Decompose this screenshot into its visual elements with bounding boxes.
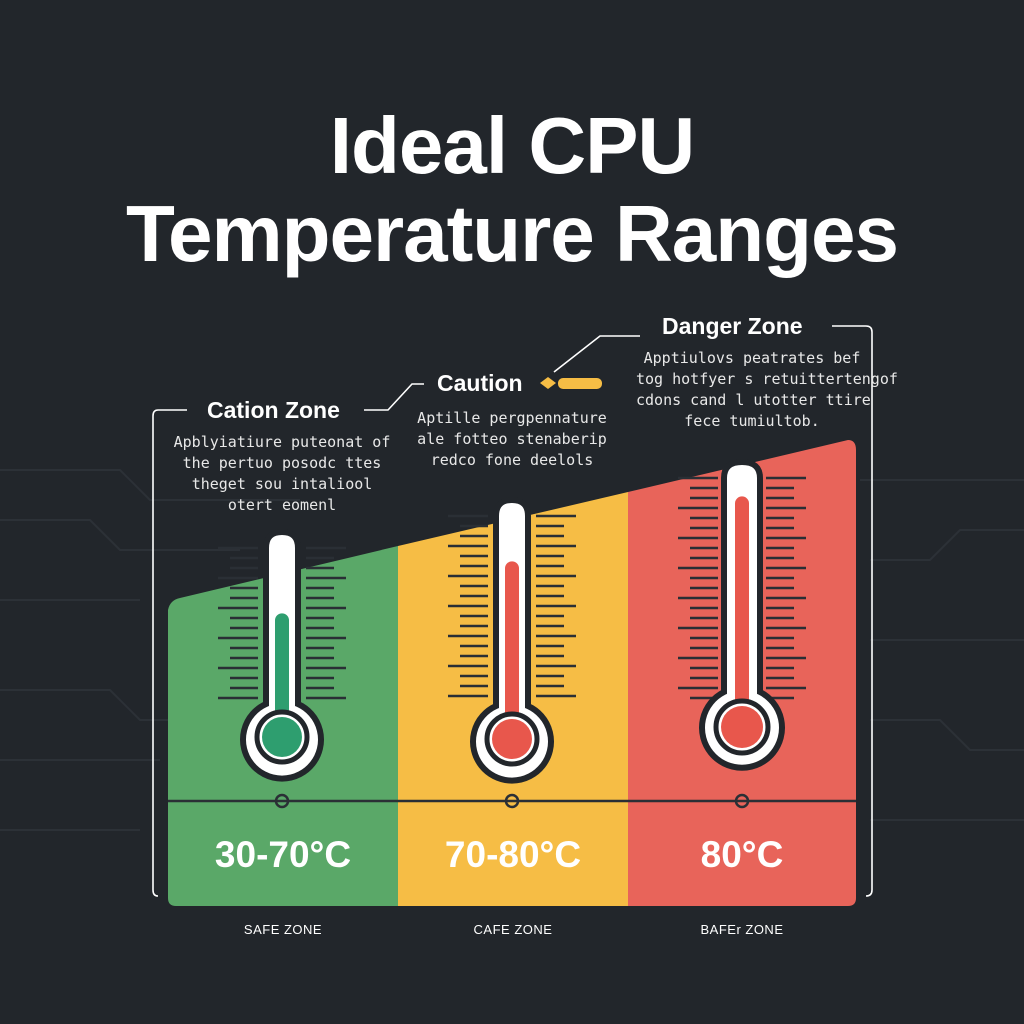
danger-range-label: 80°C [700,834,784,875]
danger-scale-ticks [678,476,806,700]
safe-callout-bracket-right [364,383,424,411]
caution-scale-ticks [448,514,576,698]
callout-line: ale fotteo stenaberip [417,430,607,448]
safe-zone-caption: SAFE ZONE [243,922,323,937]
danger-callout-title: Danger Zone [662,313,803,339]
caution-marker-icon [540,377,602,389]
callout-line: fece tumiultob. [684,412,820,430]
callout-line: Apblyiatiure puteonat of [173,433,391,451]
danger-callout-text: Apptiulovs peatrates bef tog hotfyer s r… [636,348,898,432]
baseline-marker [274,793,290,809]
callout-line: cdons cand l utotter ttire [636,391,871,409]
danger-thermometer-icon [699,458,785,771]
title-line-1: Ideal CPU [329,101,695,190]
callout-line: theget sou intaliool [191,475,373,493]
caution-thermometer-icon [470,496,554,784]
safe-callout-text: Apblyiatiure puteonat of the pertuo poso… [170,432,394,516]
callout-line: otert eomenl [227,496,337,514]
baseline-marker [504,793,520,809]
caution-callout-text: Aptille pergpennature ale fotteo stenabe… [410,408,614,471]
callout-line: redco fone deelols [430,451,594,469]
danger-callout-bracket [832,325,873,897]
callout-line: the pertuo posodc ttes [182,454,382,472]
callout-line: tog hotfyer s retuittertengof [636,370,898,388]
danger-zone-caption: BAFEr ZONE [700,922,784,937]
safe-callout-title: Cation Zone [207,397,340,423]
safe-callout-bracket [152,409,187,897]
safe-thermometer-icon [240,528,324,782]
baseline-markers [274,793,750,809]
caution-zone-caption: CAFE ZONE [473,922,553,937]
callout-brackets [152,325,873,897]
caution-callout-connector [553,335,640,373]
caution-range-label: 70-80°C [444,834,582,875]
title-line-2: Temperature Ranges [126,189,899,278]
callout-line: Apptiulovs peatrates bef [643,349,861,367]
caution-callout-title: Caution [437,370,523,396]
safe-range-label: 30-70°C [214,834,352,875]
safe-scale-ticks [218,546,346,700]
callout-line: Aptille pergpennature [417,409,607,427]
baseline-marker [734,793,750,809]
